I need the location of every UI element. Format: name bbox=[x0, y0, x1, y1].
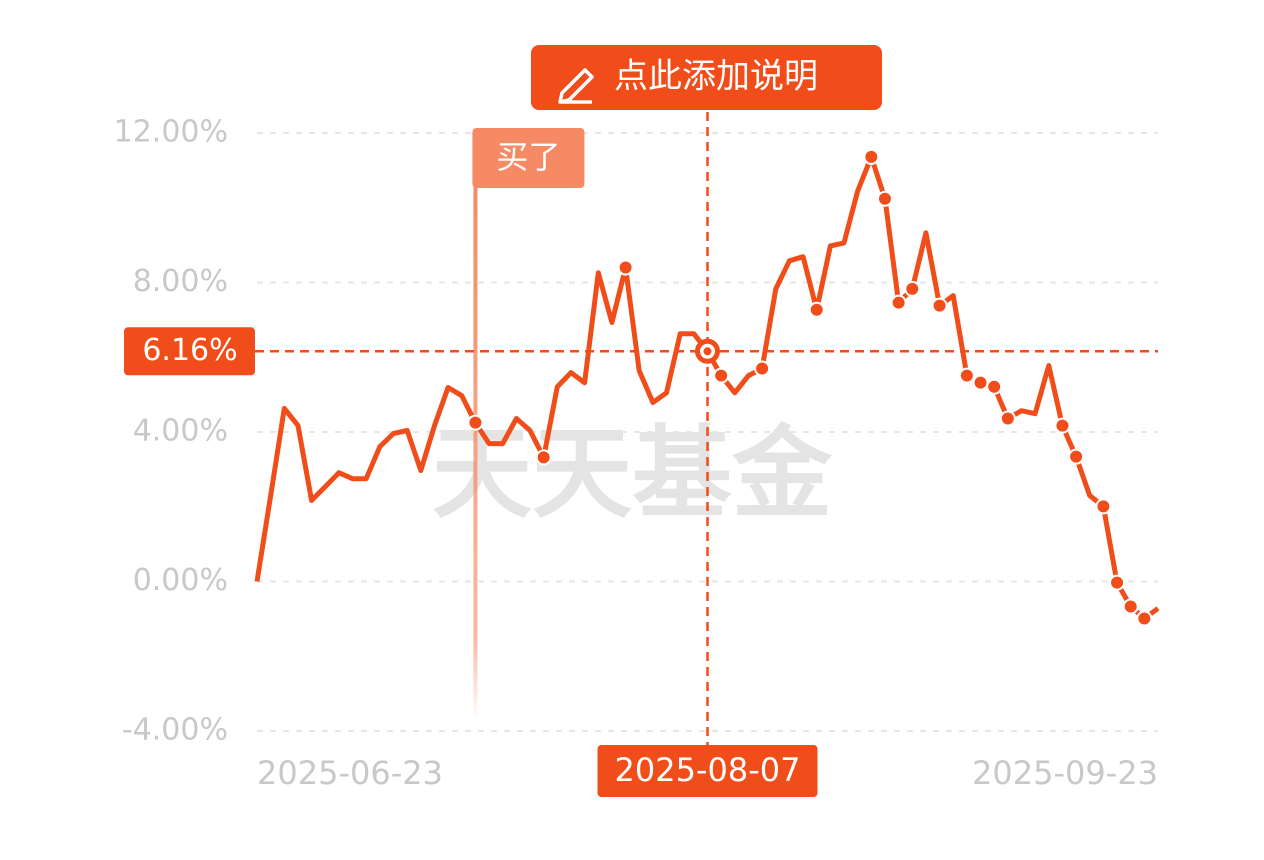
point-marker bbox=[863, 148, 880, 165]
x-crosshair-label: 2025-08-07 bbox=[615, 751, 801, 789]
point-marker bbox=[754, 360, 771, 377]
point-marker bbox=[713, 367, 730, 384]
crosshair-y-label: 6.16% bbox=[142, 333, 237, 368]
y-tick-label: 8.00% bbox=[133, 264, 228, 299]
add-note-label[interactable]: 点此添加说明 bbox=[614, 57, 818, 97]
point-marker bbox=[535, 449, 552, 466]
y-tick-label: -4.00% bbox=[122, 713, 228, 748]
point-marker bbox=[890, 294, 907, 311]
point-marker bbox=[1136, 610, 1153, 627]
point-marker bbox=[972, 374, 989, 391]
annotation-label: 买了 bbox=[496, 138, 560, 176]
crosshair-y-box bbox=[124, 327, 255, 376]
annotation-box bbox=[472, 128, 585, 188]
point-marker bbox=[1068, 448, 1085, 465]
point-marker bbox=[808, 301, 825, 318]
y-tick-label: 12.00% bbox=[114, 115, 228, 150]
point-marker bbox=[958, 367, 975, 384]
x-crosshair-box bbox=[597, 745, 818, 797]
point-marker bbox=[1054, 417, 1071, 434]
add-note-button[interactable] bbox=[531, 45, 882, 110]
point-marker bbox=[1109, 574, 1126, 591]
pencil-icon bbox=[558, 68, 594, 104]
point-marker bbox=[617, 259, 634, 276]
point-marker bbox=[1122, 598, 1139, 615]
point-marker bbox=[904, 280, 921, 297]
y-tick-label: 0.00% bbox=[133, 563, 228, 598]
annotation-line bbox=[473, 185, 478, 720]
point-marker bbox=[876, 190, 893, 207]
crosshair-point-center bbox=[703, 347, 712, 356]
y-tick-label: 4.00% bbox=[133, 414, 228, 449]
watermark: 天天基金 bbox=[432, 414, 833, 532]
x-tick-label: 2025-09-23 bbox=[972, 754, 1158, 792]
point-marker bbox=[467, 414, 484, 431]
point-marker bbox=[931, 297, 948, 314]
point-marker bbox=[999, 410, 1016, 427]
x-tick-label: 2025-06-23 bbox=[257, 754, 443, 792]
point-marker bbox=[1095, 498, 1112, 515]
point-marker bbox=[986, 378, 1003, 395]
